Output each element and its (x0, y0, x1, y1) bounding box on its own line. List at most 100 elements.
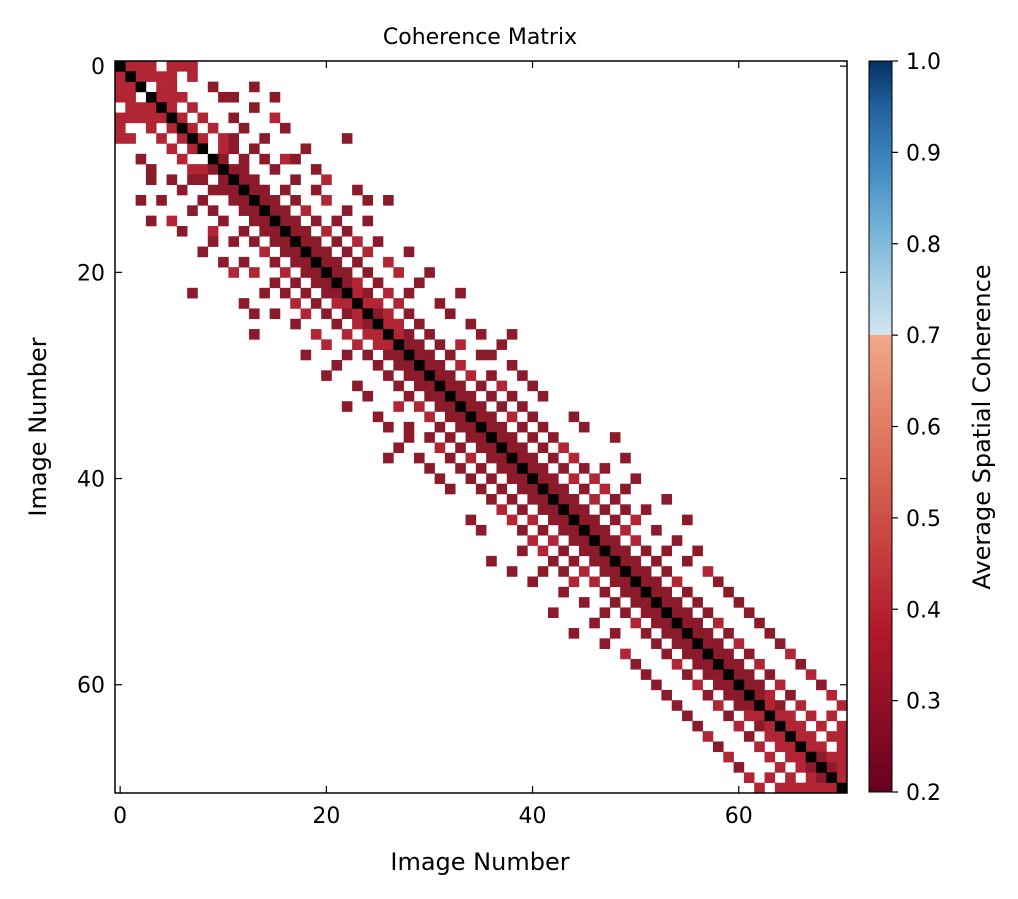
heatmap-cell (640, 607, 652, 619)
heatmap-cell (558, 545, 569, 557)
heatmap-cell (805, 772, 817, 783)
heatmap-cell (176, 61, 188, 72)
heatmap-cell (578, 483, 590, 495)
heatmap-cell (310, 277, 322, 289)
heatmap-cell (795, 700, 807, 711)
heatmap-cell (444, 483, 456, 495)
heatmap-cell (785, 772, 796, 783)
diagonal-cell (197, 143, 209, 155)
heatmap-cell (279, 205, 291, 216)
heatmap-cell (321, 277, 332, 289)
heatmap-cell (558, 494, 569, 505)
heatmap-cell (548, 555, 559, 567)
diagonal-cell (413, 359, 425, 371)
heatmap-cell (537, 504, 549, 515)
heatmap-cell (754, 617, 765, 629)
heatmap-cell (702, 638, 714, 649)
heatmap-cell (218, 215, 229, 227)
diagonal-cell (352, 298, 363, 309)
heatmap-cell (228, 184, 240, 196)
heatmap-cell (115, 71, 126, 82)
heatmap-cell (506, 411, 518, 423)
diagonal-cell (651, 597, 662, 608)
heatmap-cell (393, 359, 404, 371)
heatmap-cell (249, 184, 260, 196)
heatmap-cell (589, 555, 600, 567)
heatmap-cell (826, 782, 837, 794)
heatmap-cell (352, 318, 363, 330)
heatmap-cell (424, 390, 435, 402)
heatmap-cell (115, 133, 126, 144)
heatmap-cell (506, 329, 518, 340)
heatmap-cell (238, 164, 250, 175)
diagonal-cell (805, 751, 817, 763)
heatmap-cell (321, 287, 332, 299)
heatmap-cell (187, 164, 198, 175)
heatmap-cell (620, 545, 631, 557)
heatmap-cell (651, 576, 662, 588)
heatmap-cell (785, 648, 796, 660)
heatmap-cell (403, 432, 415, 443)
heatmap-cell (444, 411, 456, 423)
diagonal-cell (166, 112, 178, 124)
heatmap-cell (836, 772, 848, 783)
heatmap-cell (269, 205, 281, 216)
diagonal-cell (207, 153, 219, 165)
colorbar-tick-label: 0.7 (906, 324, 941, 349)
diagonal-cell (455, 401, 466, 412)
heatmap-cell (331, 318, 343, 330)
heatmap-cell (785, 720, 796, 732)
heatmap-cell (176, 91, 188, 103)
heatmap-cell (682, 555, 693, 567)
heatmap-cell (331, 256, 343, 268)
heatmap-cell (331, 287, 343, 299)
heatmap-cell (444, 380, 456, 392)
heatmap-cell (166, 71, 178, 82)
heatmap-cell (176, 225, 188, 237)
heatmap-cell (238, 205, 250, 216)
heatmap-cell (702, 689, 714, 701)
heatmap-cell (321, 225, 332, 237)
heatmap-cell (661, 597, 673, 608)
heatmap-cell (785, 741, 796, 753)
heatmap-cell (568, 628, 580, 639)
heatmap-cell (279, 184, 291, 196)
heatmap-cell (249, 81, 260, 93)
heatmap-cell (661, 648, 673, 660)
y-axis: 0 20 40 60 (77, 55, 847, 699)
heatmap-cell (527, 411, 538, 423)
heatmap-cell (228, 236, 240, 247)
heatmap-cell (455, 442, 466, 454)
heatmap-cell (651, 679, 662, 691)
heatmap-cell (269, 236, 281, 247)
diagonal-cell (609, 555, 621, 567)
heatmap-cell (156, 81, 167, 93)
heatmap-cell (424, 380, 435, 392)
heatmap-cell (362, 195, 374, 206)
heatmap-cell (712, 638, 724, 649)
heatmap-cell (424, 359, 435, 371)
heatmap-cell (362, 329, 374, 340)
heatmap-cell (269, 225, 281, 237)
diagonal-cell (568, 514, 580, 526)
heatmap-cell (743, 710, 755, 722)
diagonal-cell (249, 195, 260, 206)
heatmap-cell (341, 267, 353, 278)
heatmap-cell (548, 607, 559, 619)
heatmap-cell (156, 133, 167, 144)
heatmap-cell (620, 524, 631, 536)
heatmap-cell (455, 380, 466, 392)
heatmap-cell (702, 628, 714, 639)
heatmap-cell (836, 762, 848, 773)
heatmap-cell (176, 112, 188, 124)
x-tick-label: 20 (312, 804, 340, 829)
heatmap-cell (537, 566, 549, 577)
heatmap-cell (269, 112, 281, 124)
x-axis: 0 20 40 60 (113, 61, 753, 829)
heatmap-cell (249, 308, 260, 320)
heatmap-cell (527, 380, 538, 392)
heatmap-cell (682, 669, 693, 680)
heatmap-cell (197, 164, 209, 175)
heatmap-cell (187, 61, 198, 72)
heatmap-cell (372, 277, 384, 289)
